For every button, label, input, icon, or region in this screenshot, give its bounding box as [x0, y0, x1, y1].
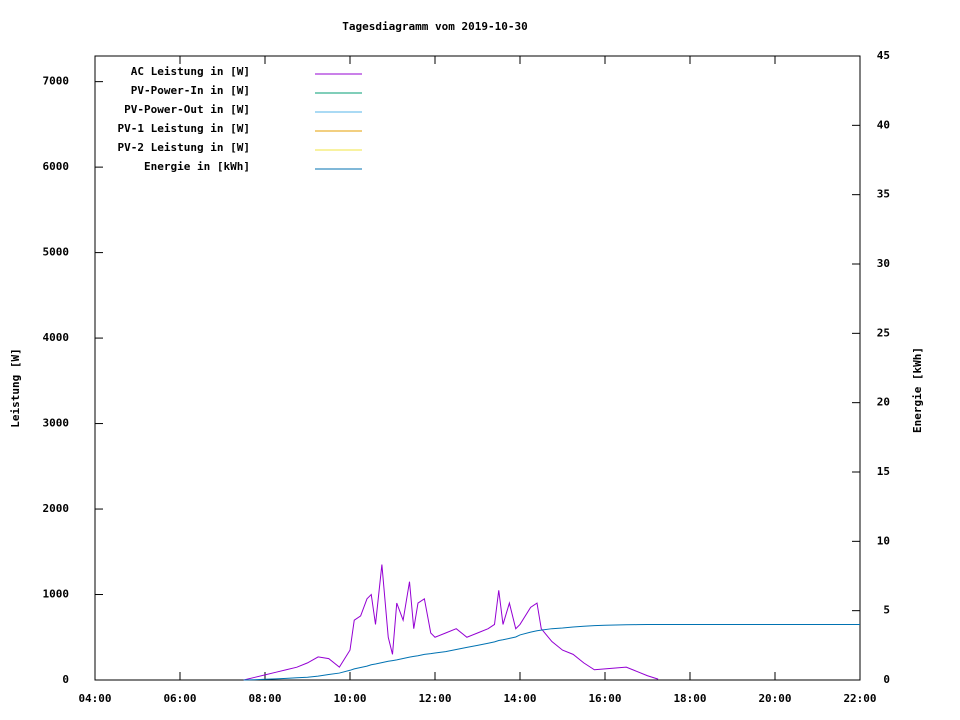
- y-tick-label: 1000: [43, 588, 70, 601]
- y2-tick-label: 30: [877, 257, 890, 270]
- x-tick-label: 10:00: [333, 692, 366, 705]
- data-line: [243, 564, 659, 681]
- chart-title: Tagesdiagramm vom 2019-10-30: [342, 20, 527, 33]
- y-axis-label: Leistung [W]: [9, 348, 22, 427]
- y-tick-label: 6000: [43, 160, 70, 173]
- y2-tick-label: 0: [883, 673, 890, 686]
- y2-tick-label: 40: [877, 118, 890, 131]
- legend-label: AC Leistung in [W]: [131, 65, 250, 78]
- x-tick-label: 06:00: [163, 692, 196, 705]
- y2-tick-label: 25: [877, 326, 890, 339]
- x-tick-label: 22:00: [843, 692, 876, 705]
- x-tick-label: 04:00: [78, 692, 111, 705]
- y2-axis-label: Energie [kWh]: [911, 347, 924, 433]
- y2-tick-label: 15: [877, 465, 890, 478]
- legend-label: PV-Power-In in [W]: [131, 84, 250, 97]
- x-tick-label: 08:00: [248, 692, 281, 705]
- legend-label: PV-Power-Out in [W]: [124, 103, 250, 116]
- y-tick-label: 0: [62, 673, 69, 686]
- x-tick-label: 20:00: [758, 692, 791, 705]
- data-line: [243, 624, 860, 681]
- x-tick-label: 16:00: [588, 692, 621, 705]
- y2-tick-label: 45: [877, 49, 890, 62]
- y-tick-label: 2000: [43, 502, 70, 515]
- legend-label: PV-1 Leistung in [W]: [118, 122, 250, 135]
- y-tick-label: 3000: [43, 417, 70, 430]
- x-tick-label: 18:00: [673, 692, 706, 705]
- y-tick-label: 4000: [43, 331, 70, 344]
- y-tick-label: 7000: [43, 75, 70, 88]
- plot-frame: [94, 55, 861, 681]
- x-tick-label: 12:00: [418, 692, 451, 705]
- y-tick-label: 5000: [43, 246, 70, 259]
- y2-tick-label: 35: [877, 188, 890, 201]
- y2-tick-label: 20: [877, 396, 890, 409]
- legend-label: Energie in [kWh]: [144, 160, 250, 173]
- y2-tick-label: 5: [883, 604, 890, 617]
- x-tick-label: 14:00: [503, 692, 536, 705]
- legend-label: PV-2 Leistung in [W]: [118, 141, 250, 154]
- y2-tick-label: 10: [877, 534, 890, 547]
